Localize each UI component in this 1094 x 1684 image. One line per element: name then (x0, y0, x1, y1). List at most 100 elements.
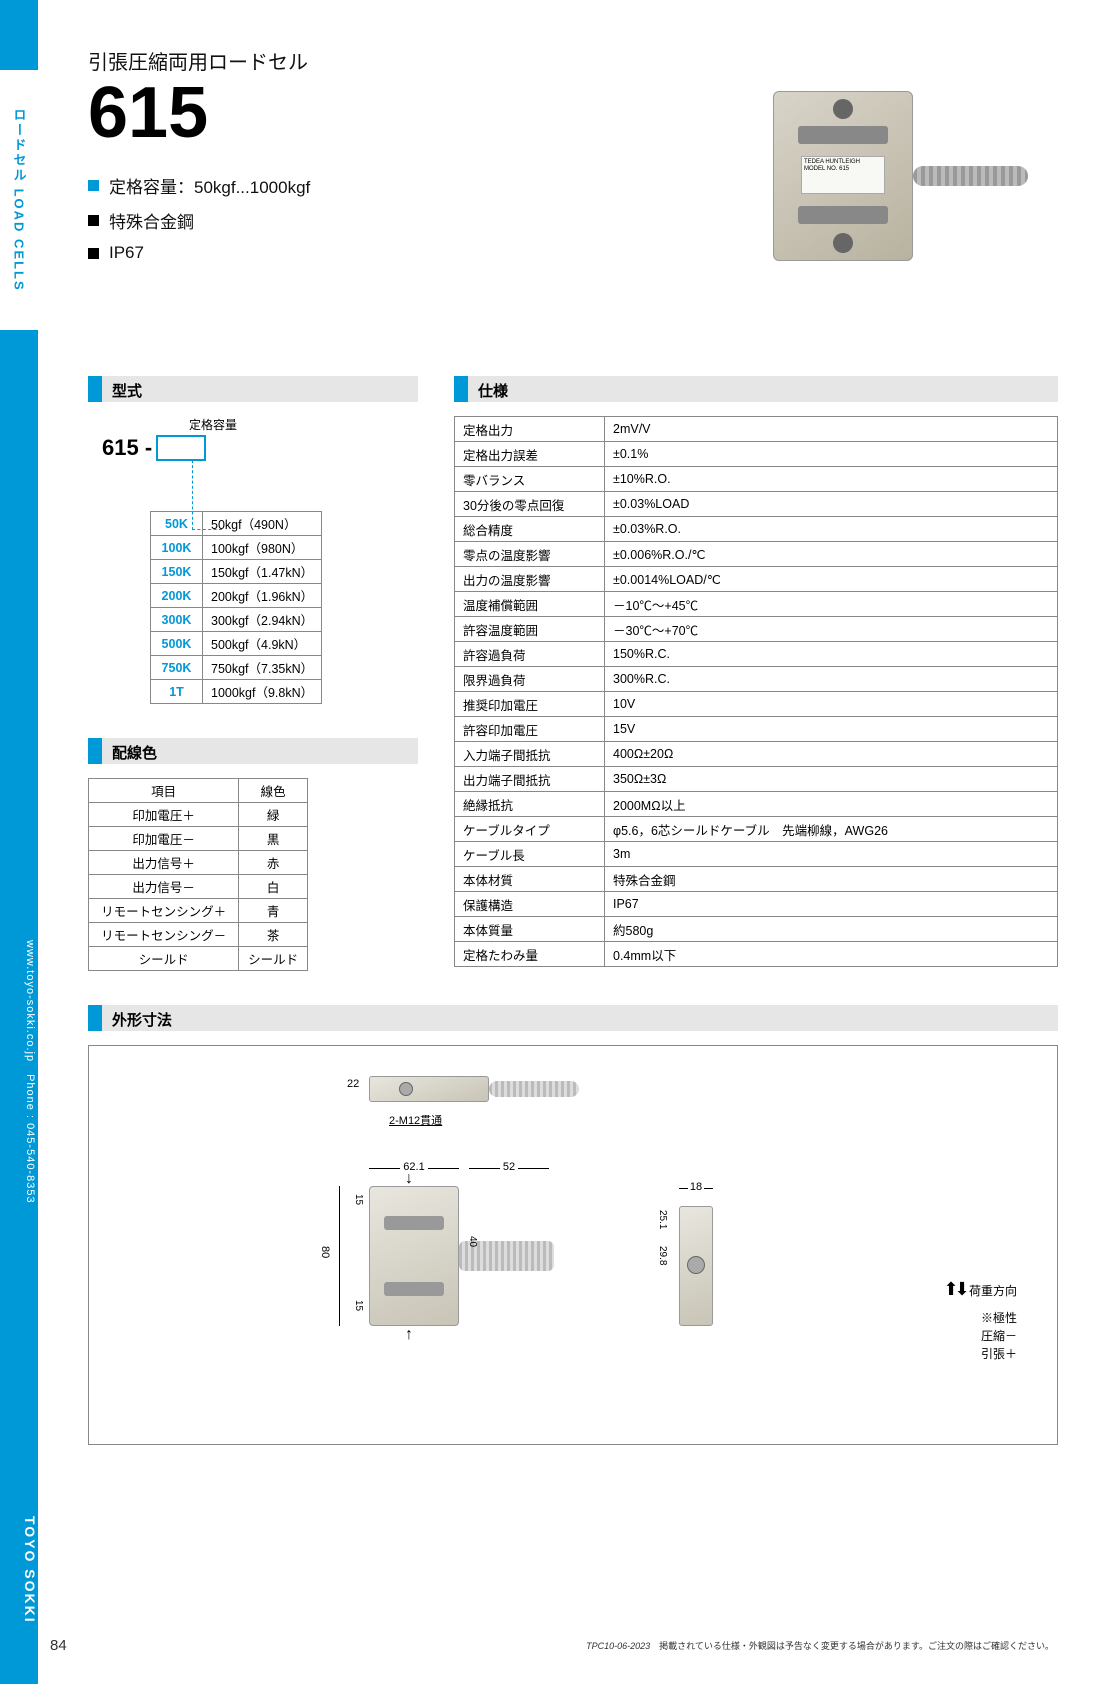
table-cell: 本体材質 (455, 867, 605, 892)
footer-note: TPC10-06-2023 掲載されている仕様・外観図は予告なく変更する場合があ… (586, 1639, 1054, 1652)
table-cell: シールド (239, 947, 308, 971)
table-row: 30分後の零点回復±0.03%LOAD (455, 492, 1058, 517)
dim-label: 15 (353, 1194, 364, 1205)
table-cell: 10V (605, 692, 1058, 717)
capacity-code: 300K (151, 608, 203, 632)
capacity-table: 50K50kgf（490N）100K100kgf（980N）150K150kgf… (150, 511, 322, 704)
table-cell: 絶縁抵抗 (455, 792, 605, 817)
table-row: リモートセンシング＋青 (89, 899, 308, 923)
dimension-drawing: 22 2-M12貫通 62.1 52 ↓ ↑ 80 15 15 40 (88, 1045, 1058, 1445)
dim-label: 25.1 (657, 1210, 668, 1229)
product-model-number: 615 (88, 77, 688, 149)
table-row: シールドシールド (89, 947, 308, 971)
table-cell: ケーブルタイプ (455, 817, 605, 842)
capacity-code: 500K (151, 632, 203, 656)
table-row: 温度補償範囲－10℃～+45℃ (455, 592, 1058, 617)
table-cell: －10℃～+45℃ (605, 592, 1058, 617)
table-header: 項目 (89, 779, 239, 803)
table-cell: 入力端子間抵抗 (455, 742, 605, 767)
table-cell: ±0.0014%LOAD/℃ (605, 567, 1058, 592)
page-number: 84 (50, 1637, 67, 1654)
wiring-table: 項目線色印加電圧＋緑印加電圧－黒出力信号＋赤出力信号－白リモートセンシング＋青リ… (88, 778, 308, 971)
section-heading-label: 型式 (102, 376, 418, 402)
header: 引張圧縮両用ロードセル 615 定格容量：50kgf...1000kgf 特殊合… (88, 46, 1058, 306)
table-row: 零バランス±10%R.O. (455, 467, 1058, 492)
feature-text: IP67 (109, 243, 144, 263)
table-cell: 出力信号＋ (89, 851, 239, 875)
table-cell: リモートセンシング＋ (89, 899, 239, 923)
table-cell: 限界過負荷 (455, 667, 605, 692)
table-row: 絶縁抵抗2000MΩ以上 (455, 792, 1058, 817)
section-heading-label: 外形寸法 (102, 1005, 1058, 1031)
table-row: 推奨印加電圧10V (455, 692, 1058, 717)
table-cell: ±10%R.O. (605, 467, 1058, 492)
section-heading-label: 仕様 (468, 376, 1058, 402)
table-cell: 本体質量 (455, 917, 605, 942)
model-prefix: 615 - (102, 435, 152, 461)
model-caption: 定格容量 (158, 416, 268, 433)
dim-label: 80 (319, 1246, 331, 1258)
table-row: 許容温度範囲－30℃～+70℃ (455, 617, 1058, 642)
table-cell: 定格出力 (455, 417, 605, 442)
table-cell: ±0.03%R.O. (605, 517, 1058, 542)
capacity-code: 750K (151, 656, 203, 680)
side-brand: TOYO SOKKI (0, 1516, 38, 1624)
capacity-desc: 1000kgf（9.8kN） (203, 680, 322, 704)
table-cell: 400Ω±20Ω (605, 742, 1058, 767)
table-row: 750K750kgf（7.35kN） (151, 656, 322, 680)
table-cell: 定格たわみ量 (455, 942, 605, 967)
table-cell: 白 (239, 875, 308, 899)
dimension-notes: ⬆⬇ 荷重方向 ※極性 圧縮－ 引張＋ (943, 1276, 1017, 1363)
table-row: 出力の温度影響±0.0014%LOAD/℃ (455, 567, 1058, 592)
table-cell: 約580g (605, 917, 1058, 942)
square-bullet-icon (88, 180, 99, 191)
table-cell: 印加電圧＋ (89, 803, 239, 827)
table-row: 印加電圧－黒 (89, 827, 308, 851)
tension-label: 引張＋ (943, 1345, 1017, 1363)
capacity-code: 150K (151, 560, 203, 584)
product-image: TEDEA HUNTLEIGH MODEL NO. 615 (728, 46, 1058, 306)
table-cell: シールド (89, 947, 239, 971)
spec-table: 定格出力2mV/V定格出力誤差±0.1%零バランス±10%R.O.30分後の零点… (454, 416, 1058, 967)
capacity-code: 1T (151, 680, 203, 704)
table-row: 許容過負荷150%R.C. (455, 642, 1058, 667)
table-cell: 零バランス (455, 467, 605, 492)
table-row: 限界過負荷300%R.C. (455, 667, 1058, 692)
table-cell: 30分後の零点回復 (455, 492, 605, 517)
table-row: 零点の温度影響±0.006%R.O./℃ (455, 542, 1058, 567)
capacity-desc: 200kgf（1.96kN） (203, 584, 322, 608)
table-cell: ±0.03%LOAD (605, 492, 1058, 517)
table-cell: 出力の温度影響 (455, 567, 605, 592)
dashed-connector (192, 460, 222, 530)
table-cell: φ5.6，6芯シールドケーブル 先端柳線，AWG26 (605, 817, 1058, 842)
table-cell: 赤 (239, 851, 308, 875)
capacity-code: 100K (151, 536, 203, 560)
square-bullet-icon (88, 248, 99, 259)
section-heading-label: 配線色 (102, 738, 418, 764)
table-row: 総合精度±0.03%R.O. (455, 517, 1058, 542)
table-cell: 3m (605, 842, 1058, 867)
table-cell: リモートセンシング－ (89, 923, 239, 947)
feature-text: 特殊合金鋼 (109, 208, 194, 233)
side-tab-label: ロードセル LOAD CELLS (0, 70, 38, 330)
table-cell: 特殊合金鋼 (605, 867, 1058, 892)
table-row: 出力信号＋赤 (89, 851, 308, 875)
dim-label: 40 (467, 1236, 478, 1247)
table-row: 200K200kgf（1.96kN） (151, 584, 322, 608)
table-row: 出力信号－白 (89, 875, 308, 899)
table-cell: 15V (605, 717, 1058, 742)
feature-item: 定格容量：50kgf...1000kgf (88, 173, 688, 198)
table-row: 出力端子間抵抗350Ω±3Ω (455, 767, 1058, 792)
table-row: 150K150kgf（1.47kN） (151, 560, 322, 584)
table-header: 線色 (239, 779, 308, 803)
feature-item: IP67 (88, 243, 688, 263)
capacity-desc: 150kgf（1.47kN） (203, 560, 322, 584)
section-heading-dimensions: 外形寸法 (88, 1005, 1058, 1031)
table-cell: IP67 (605, 892, 1058, 917)
table-row: 本体材質特殊合金鋼 (455, 867, 1058, 892)
table-row: 許容印加電圧15V (455, 717, 1058, 742)
table-cell: －30℃～+70℃ (605, 617, 1058, 642)
table-row: 定格たわみ量0.4mm以下 (455, 942, 1058, 967)
product-subtitle: 引張圧縮両用ロードセル (88, 46, 688, 75)
side-contact-info: www.toyo-sokki.co.jp Phone : 045-540-835… (0, 940, 38, 1204)
